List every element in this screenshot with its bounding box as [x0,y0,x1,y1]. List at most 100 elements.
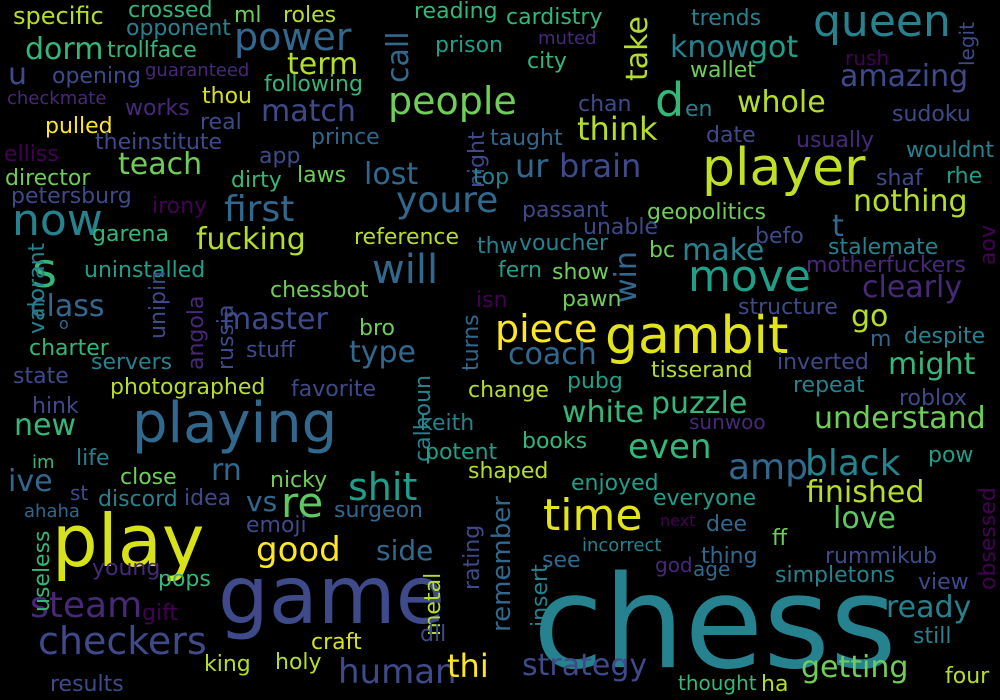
word-pawn: pawn [562,287,622,312]
word-everyone: everyone [653,486,757,511]
word-call: call [381,31,416,83]
word-ff: ff [772,526,788,551]
word-change: change [468,378,549,403]
word-see: see [542,548,581,573]
word-despite: despite [904,324,986,349]
word-works: works [125,96,190,121]
word-new: new [14,408,77,443]
word-irony: irony [152,194,208,219]
word-even: even [628,427,712,467]
word-repeat: repeat [793,373,865,398]
word-finished: finished [806,475,925,510]
word-voucher: voucher [519,231,609,256]
word-craft: craft [311,630,362,655]
word-m: m [870,327,892,352]
word-class: class [30,289,105,324]
word-king: king [204,652,251,677]
word-legit: legit [955,22,979,66]
word-four: four [945,664,990,689]
word-director: director [5,166,91,191]
word-lost: lost [364,157,419,192]
word-dll: dll [420,622,447,647]
word-sunwoo: sunwoo [689,410,766,434]
word-rn: rn [211,453,242,488]
word-power: power [234,15,352,59]
word-city: city [527,49,567,74]
word-chessbot: chessbot [270,278,369,303]
word-favorite: favorite [291,377,377,402]
word-remember: remember [487,496,517,632]
word-reading: reading [414,0,498,24]
word-view: view [918,570,969,595]
word-re: re [281,478,324,527]
word-teach: teach [118,147,203,182]
word-now: now [12,195,103,246]
word-usually: usually [796,128,875,153]
word-chess: chess [533,549,897,698]
word-useless: useless [30,530,55,612]
word-emoji: emoji [246,513,307,538]
word-life: life [76,446,110,471]
word-inverted: inverted [777,350,869,375]
word-checkers: checkers [38,619,207,663]
word-stuff: stuff [246,338,296,363]
word-servers: servers [91,350,173,375]
word-isn: isn [476,288,508,313]
word-crossed: crossed [128,0,213,23]
word-shaf: shaf [876,166,923,191]
word-opening: opening [52,64,141,89]
word-know: know [670,30,750,65]
word-idea: idea [184,486,232,511]
word-roles: roles [283,3,337,28]
word-whole: whole [737,85,826,120]
word-turns: turns [459,314,484,371]
word-prince: prince [311,125,380,150]
word-specific: specific [13,2,104,30]
word-brain: brain [559,147,642,185]
word-dorm: dorm [25,32,104,67]
word-en: en [685,97,713,122]
word-youre: youre [396,180,499,221]
word-enjoyed: enjoyed [571,471,659,496]
word-top: top [473,165,510,190]
word-obsessed: obsessed [976,487,1000,590]
word-think: think [577,110,658,148]
word-ive: ive [8,464,53,499]
word-roblox: roblox [899,386,967,411]
word-laws: laws [297,163,347,188]
word-aov: aov [976,225,1000,265]
word-insert: insert [528,564,553,627]
word-amp: amp [728,447,808,488]
word-reference: reference [354,225,460,250]
word-dee: dee [706,512,748,537]
word-playing: playing [132,391,338,456]
word-tisserand: tisserand [651,358,753,383]
word-shaped: shaped [468,459,549,484]
word-understand: understand [814,401,986,436]
word-might: might [888,347,976,382]
word-gambit: gambit [605,306,789,366]
word-pow: pow [928,443,974,468]
word-bc: bc [649,238,676,263]
word-sudoku: sudoku [892,102,971,127]
word-fern: fern [498,258,542,283]
word-chan: chan [578,92,632,117]
word-trollface: trollface [107,38,197,63]
word-unipin: unipin [146,270,171,339]
word-books: books [522,429,588,454]
word-befo: befo [755,224,804,249]
word-side: side [376,534,434,567]
word-structure: structure [738,295,838,320]
word-uninstalled: uninstalled [84,258,206,283]
word-trends: trends [691,6,762,31]
word-discord: discord [98,487,178,512]
word-d: d [655,73,685,127]
word-go: go [851,299,889,334]
word-human: human [338,652,457,692]
word-god: god [655,553,693,577]
word-time: time [543,490,643,541]
word-unable: unable [583,215,658,240]
word-puzzle: puzzle [651,386,748,421]
word-ready: ready [886,590,972,625]
word-amazing: amazing [840,59,969,94]
